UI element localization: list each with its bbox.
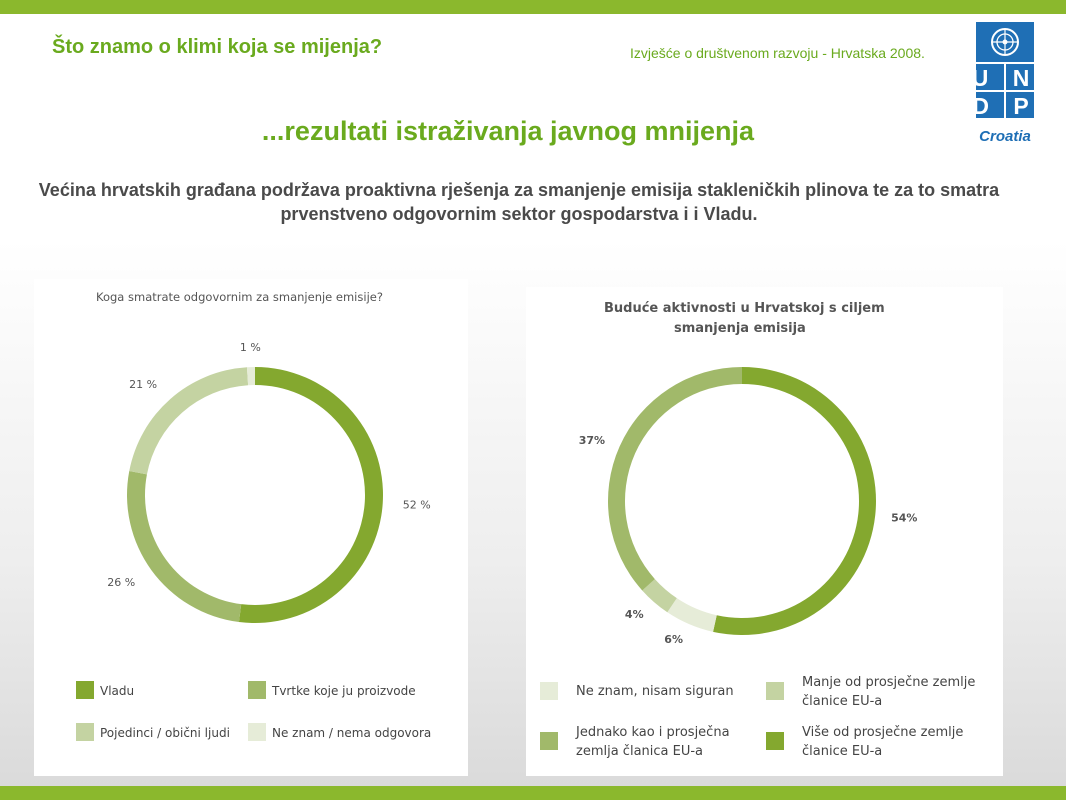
page-header-title: Što znamo o klimi koja se mijenja?: [52, 36, 383, 58]
bottom-accent-bar: [0, 786, 1066, 800]
chart-title-line-1: Buduće aktivnosti u Hrvatskoj s ciljem: [604, 301, 885, 316]
data-label-vise-od-prosjecne-zemlje-clanice-eu-a: 54%: [891, 511, 917, 524]
legend-swatch-ne-znam-nisam-siguran: [540, 682, 558, 700]
slice-ne-znam-nema-odgovora: [246, 367, 255, 386]
legend-swatch-vladu: [76, 681, 94, 699]
data-label-jednako-kao-i-prosjecna-zemlja-clanica-eu-a: 37%: [579, 434, 605, 447]
logo-row-1: U N: [976, 65, 1034, 91]
legend-swatch-manje-od-prosjecne-zemlje-clanice-eu-a: [766, 682, 784, 700]
slice-jednako-kao-i-prosjecna-zemlja-clanica-eu-a: [608, 367, 742, 591]
undp-logo: U N D P Croatia: [976, 22, 1034, 148]
slice-vise-od-prosjecne-zemlje-clanice-eu-a: [713, 367, 876, 635]
slice-tvrtke-koje-ju-proizvode: [127, 471, 242, 622]
lead-text: Većina hrvatskih građana podržava proakt…: [38, 180, 1000, 224]
slice-pojedinci-obicni-ljudi: [129, 367, 249, 475]
data-label-tvrtke-koje-ju-proizvode: 26 %: [107, 576, 135, 589]
legend-swatch-ne-znam-nema-odgovora: [248, 723, 266, 741]
legend-label-ne-znam-nema-odgovora: Ne znam / nema odgovora: [272, 726, 431, 740]
slice-vladu: [238, 367, 383, 623]
un-emblem-icon: [991, 28, 1019, 56]
legend-swatch-jednako-kao-i-prosjecna-zemlja-clanica-eu-a: [540, 732, 558, 750]
data-label-pojedinci-obicni-ljudi: 21 %: [129, 378, 157, 391]
legend-label-ne-znam-nisam-siguran: Ne znam, nisam siguran: [576, 684, 734, 699]
chart-title-line-2: smanjenja emisija: [674, 321, 806, 336]
top-accent-bar: [0, 0, 1066, 14]
slice-ne-znam-nisam-siguran: [667, 598, 717, 632]
logo-row-2: D P: [976, 93, 1034, 119]
legend-swatch-pojedinci-obicni-ljudi: [76, 723, 94, 741]
legend-label-jednako-kao-i-prosjecna-zemlja-clanica-eu-a: Jednako kao i prosječna zemlja članica EU…: [575, 725, 730, 759]
legend-label-tvrtke-koje-ju-proizvode: Tvrtke koje ju proizvode: [271, 684, 416, 698]
legend-swatch-tvrtke-koje-ju-proizvode: [248, 681, 266, 699]
donut-chart-future-activities: Buduće aktivnosti u Hrvatskoj s ciljem sm…: [540, 301, 975, 759]
donut-chart-responsibility: Koga smatrate odgovornim za smanjenje em…: [76, 290, 431, 741]
legend-label-vise-od-prosjecne-zemlje-clanice-eu-a: Više od prosječne zemlje članice EU-a: [802, 725, 963, 759]
data-label-ne-znam-nema-odgovora: 1 %: [240, 341, 261, 354]
report-name: Izvješće o društvenom razvoju - Hrvatska…: [630, 45, 925, 61]
section-title: ...rezultati istraživanja javnog mnijenj…: [261, 116, 755, 146]
chart-title: Koga smatrate odgovornim za smanjenje em…: [96, 290, 383, 304]
data-label-ne-znam-nisam-siguran: 6%: [664, 633, 683, 646]
legend-label-pojedinci-obicni-ljudi: Pojedinci / obični ljudi: [100, 726, 230, 740]
legend-label-vladu: Vladu: [100, 684, 134, 698]
legend-swatch-vise-od-prosjecne-zemlje-clanice-eu-a: [766, 732, 784, 750]
legend-label-manje-od-prosjecne-zemlje-clanice-eu-a: Manje od prosječne zemlje članice EU-a: [802, 675, 975, 709]
data-label-manje-od-prosjecne-zemlje-clanice-eu-a: 4%: [625, 608, 644, 621]
chart-panel-responsibility: Koga smatrate odgovornim za smanjenje em…: [34, 279, 468, 776]
chart-panel-future-activities: Buduće aktivnosti u Hrvatskoj s ciljem sm…: [526, 287, 1003, 776]
logo-caption: Croatia: [979, 128, 1031, 145]
data-label-vladu: 52 %: [403, 498, 431, 511]
slice-manje-od-prosjecne-zemlje-clanice-eu-a: [642, 579, 677, 613]
